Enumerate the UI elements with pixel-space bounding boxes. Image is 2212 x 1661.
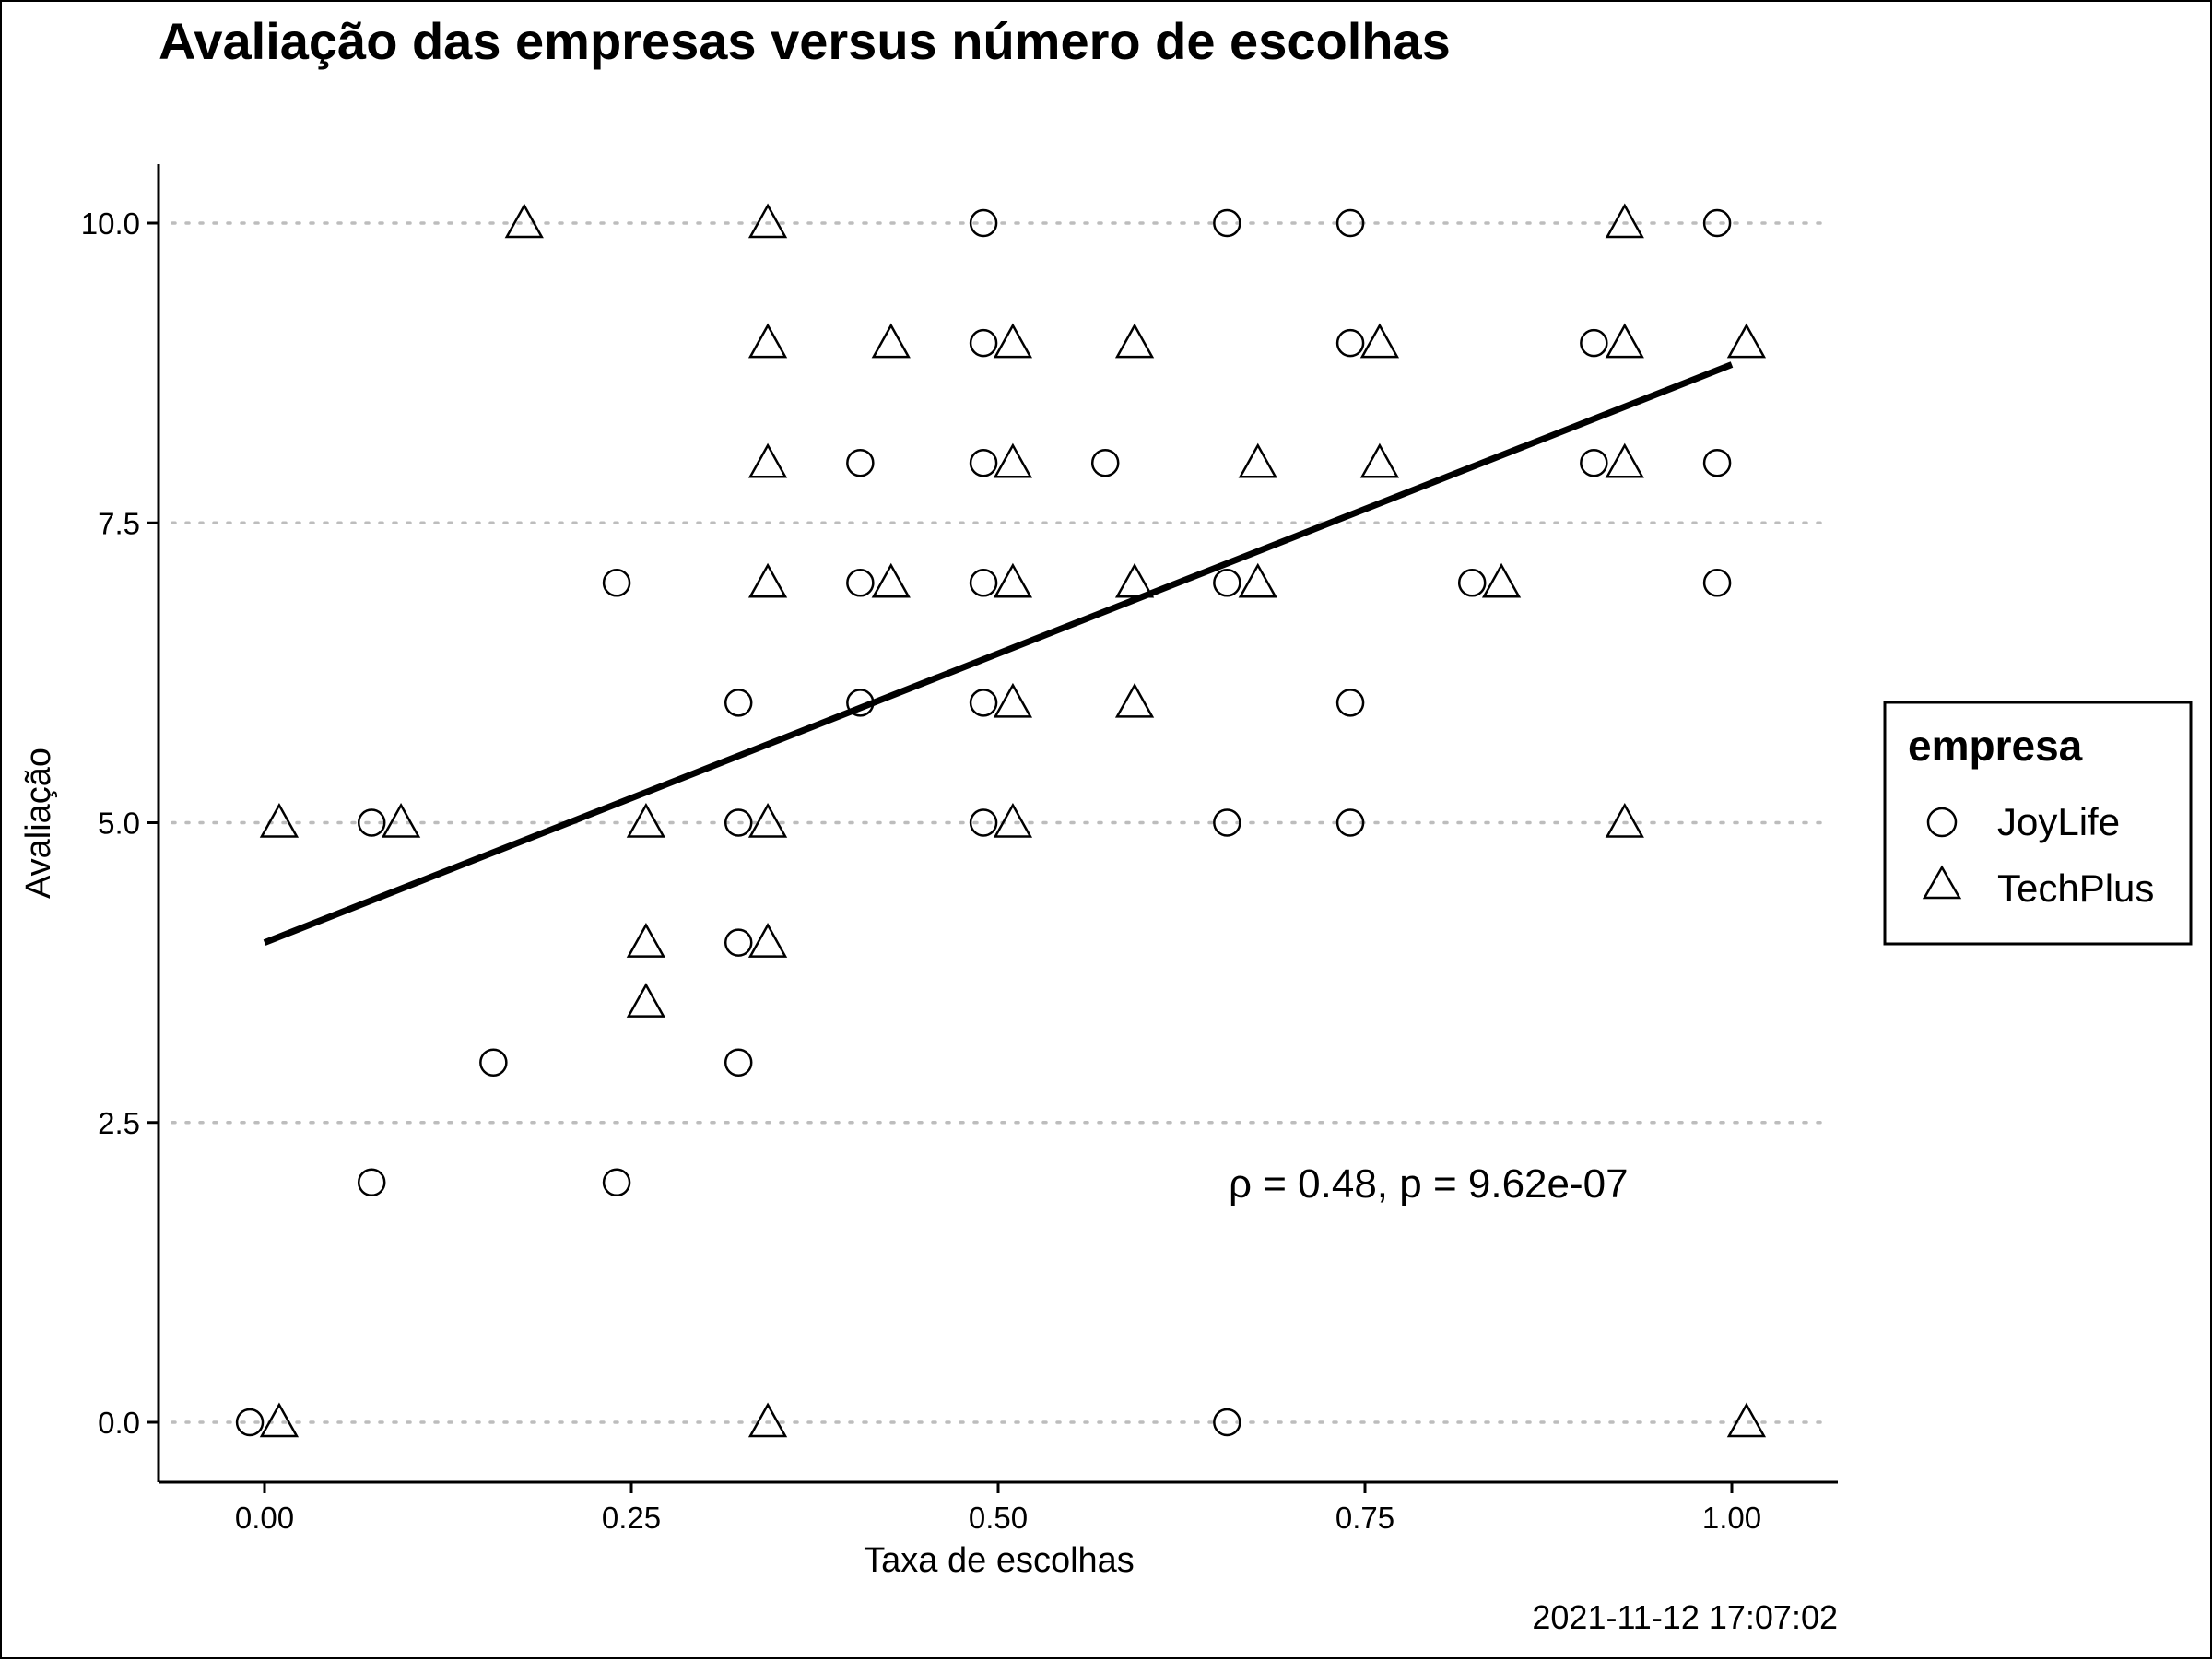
point-joylife bbox=[479, 1048, 508, 1077]
point-joylife bbox=[1213, 208, 1241, 238]
point-techplus bbox=[747, 1402, 788, 1438]
legend-label-techplus: TechPlus bbox=[1997, 866, 2154, 910]
y-tick-label: 5.0 bbox=[98, 807, 140, 841]
point-techplus bbox=[871, 562, 911, 598]
point-joylife bbox=[357, 808, 386, 837]
point-techplus bbox=[993, 442, 1033, 478]
timestamp-caption: 2021-11-12 17:07:02 bbox=[1532, 1598, 1838, 1636]
point-techplus bbox=[747, 442, 788, 478]
point-joylife bbox=[846, 569, 875, 597]
point-techplus bbox=[1114, 562, 1155, 598]
point-techplus bbox=[747, 203, 788, 239]
point-techplus bbox=[993, 802, 1033, 838]
trend-line-group bbox=[263, 361, 1734, 946]
x-tick-label: 0.50 bbox=[969, 1501, 1028, 1535]
point-joylife bbox=[846, 448, 875, 477]
grid-lines bbox=[171, 221, 1830, 1424]
legend: empresa JoyLife TechPlus bbox=[1883, 701, 2193, 946]
point-techplus bbox=[993, 323, 1033, 359]
point-techplus bbox=[747, 923, 788, 958]
point-techplus bbox=[1481, 562, 1522, 598]
y-axis-ticks: 0.0 2.5 5.0 7.5 10.0 bbox=[81, 206, 159, 1440]
point-techplus bbox=[747, 802, 788, 838]
legend-circle-icon bbox=[1926, 807, 1958, 838]
x-axis-ticks: 0.00 0.25 0.50 0.75 1.00 bbox=[235, 1482, 1761, 1535]
point-joylife bbox=[724, 689, 753, 717]
point-techplus bbox=[1605, 323, 1644, 359]
point-techplus bbox=[504, 203, 544, 239]
point-joylife bbox=[1702, 448, 1732, 477]
legend-label-joylife: JoyLife bbox=[1997, 800, 2120, 843]
correlation-annotation: ρ = 0.48, p = 9.62e-07 bbox=[1229, 1161, 1629, 1207]
legend-title: empresa bbox=[1908, 722, 2083, 770]
x-tick-label: 0.00 bbox=[235, 1501, 294, 1535]
point-techplus bbox=[1238, 562, 1277, 598]
point-joylife bbox=[235, 1408, 265, 1437]
point-techplus bbox=[1605, 203, 1644, 239]
point-techplus bbox=[381, 802, 421, 838]
point-joylife bbox=[1335, 328, 1365, 358]
point-joylife bbox=[1335, 689, 1365, 717]
point-techplus bbox=[1359, 323, 1400, 359]
point-joylife bbox=[969, 328, 998, 358]
y-tick-label: 7.5 bbox=[98, 506, 140, 540]
point-joylife bbox=[1457, 569, 1487, 597]
point-techplus bbox=[1726, 323, 1767, 359]
point-techplus bbox=[747, 562, 788, 598]
data-points bbox=[235, 203, 1767, 1438]
x-tick-label: 0.75 bbox=[1335, 1501, 1394, 1535]
point-joylife bbox=[969, 689, 998, 717]
point-techplus bbox=[993, 682, 1033, 718]
x-tick-label: 0.25 bbox=[602, 1501, 661, 1535]
point-techplus bbox=[1114, 682, 1155, 718]
point-joylife bbox=[1213, 1408, 1241, 1437]
point-joylife bbox=[1335, 808, 1365, 837]
point-techplus bbox=[747, 323, 788, 359]
point-joylife bbox=[1335, 208, 1365, 238]
point-techplus bbox=[1359, 442, 1400, 478]
point-techplus bbox=[259, 1402, 300, 1438]
point-techplus bbox=[626, 983, 666, 1018]
point-joylife bbox=[1702, 208, 1732, 238]
point-joylife bbox=[1090, 448, 1120, 477]
point-joylife bbox=[1580, 328, 1608, 358]
point-techplus bbox=[626, 802, 666, 838]
y-tick-label: 10.0 bbox=[81, 206, 140, 241]
point-techplus bbox=[1114, 323, 1155, 359]
y-axis-label: Avaliação bbox=[19, 748, 58, 899]
point-techplus bbox=[259, 802, 300, 838]
point-techplus bbox=[626, 923, 666, 958]
x-tick-label: 1.00 bbox=[1702, 1501, 1761, 1535]
point-joylife bbox=[602, 569, 631, 597]
point-techplus bbox=[1726, 1402, 1767, 1438]
chart-title: Avaliação das empresas versus número de … bbox=[159, 12, 1451, 70]
point-joylife bbox=[1702, 569, 1732, 597]
trend-line bbox=[263, 361, 1734, 946]
point-techplus bbox=[871, 323, 911, 359]
point-joylife bbox=[1213, 808, 1241, 837]
point-joylife bbox=[969, 808, 998, 837]
y-tick-label: 2.5 bbox=[98, 1106, 140, 1140]
point-joylife bbox=[969, 208, 998, 238]
point-techplus bbox=[1238, 442, 1277, 478]
point-joylife bbox=[724, 808, 753, 837]
point-techplus bbox=[1605, 442, 1644, 478]
point-joylife bbox=[357, 1168, 386, 1197]
point-joylife bbox=[1213, 569, 1241, 597]
legend-box bbox=[1883, 701, 2193, 946]
point-techplus bbox=[1605, 802, 1644, 838]
point-joylife bbox=[969, 448, 998, 477]
legend-triangle-icon bbox=[1922, 865, 1962, 900]
point-techplus bbox=[993, 562, 1033, 598]
point-joylife bbox=[1580, 448, 1608, 477]
x-axis-label: Taxa de escolhas bbox=[864, 1541, 1135, 1580]
point-joylife bbox=[602, 1168, 631, 1197]
point-joylife bbox=[969, 569, 998, 597]
point-joylife bbox=[724, 1048, 753, 1077]
point-joylife bbox=[724, 928, 753, 957]
point-joylife bbox=[846, 689, 875, 717]
y-tick-label: 0.0 bbox=[98, 1406, 140, 1440]
